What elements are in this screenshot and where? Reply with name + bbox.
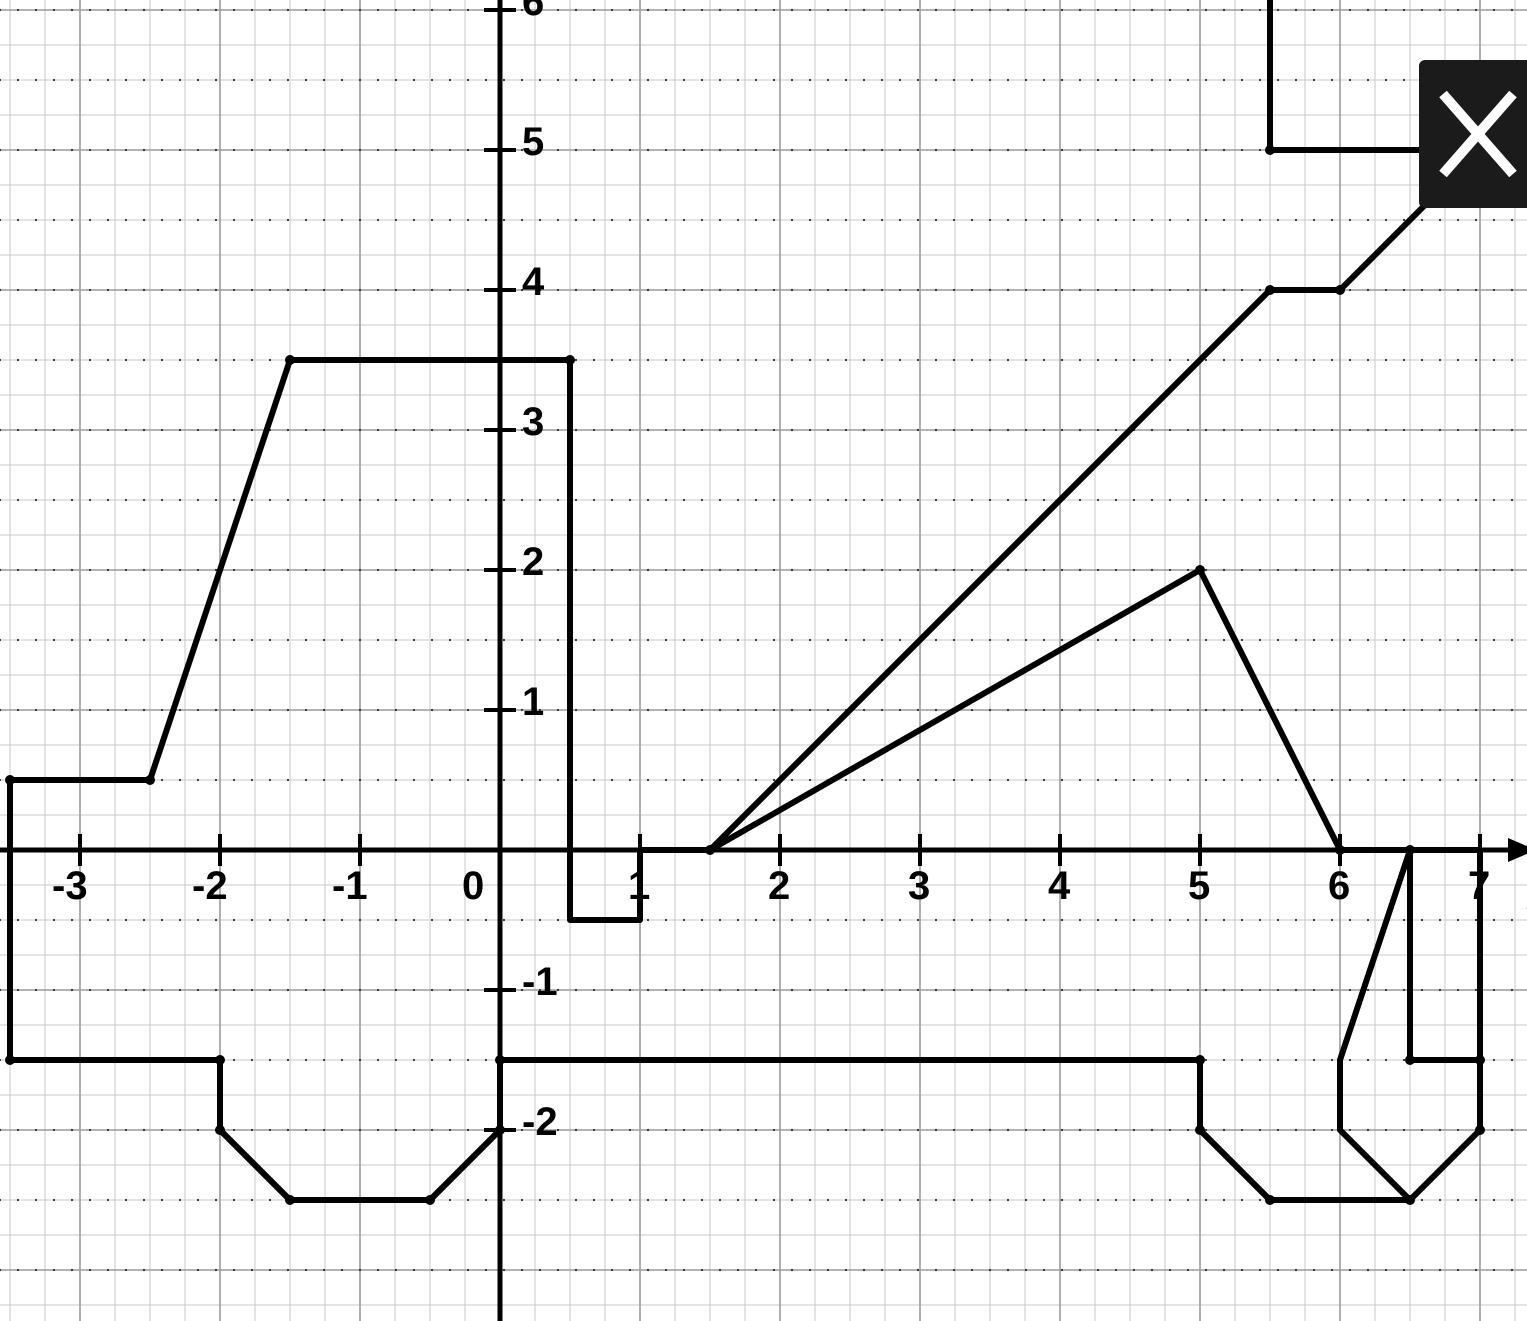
x-tick-6: 6: [1328, 864, 1350, 909]
y-tick-4: 4: [522, 260, 544, 305]
publisher-emblem: [1419, 60, 1527, 208]
grid-major: [0, 0, 1527, 1321]
y-tick-1: 1: [522, 680, 544, 725]
y-tick-6: 6: [522, 0, 544, 25]
x-tick--2: -2: [192, 864, 228, 909]
y-tick-3: 3: [522, 400, 544, 445]
grid-minor: [0, 0, 1527, 1321]
figure-canvas: -3-2-11234567-2-112345670xy: [0, 0, 1527, 1321]
y-tick-5: 5: [522, 120, 544, 165]
x-tick-5: 5: [1188, 864, 1210, 909]
x-tick-3: 3: [908, 864, 930, 909]
vertex-dots: [5, 0, 1527, 1205]
plot-svg: [0, 0, 1527, 1321]
axes: [0, 0, 1527, 1321]
x-tick-1: 1: [628, 864, 650, 909]
origin-label: 0: [462, 864, 484, 909]
x-tick-2: 2: [768, 864, 790, 909]
x-tick--3: -3: [52, 864, 88, 909]
drawn-shapes: [10, 0, 1527, 1200]
y-tick--1: -1: [522, 960, 558, 1005]
x-tick-4: 4: [1048, 864, 1070, 909]
x-tick--1: -1: [332, 864, 368, 909]
grid-dot-rows: [0, 0, 1513, 1271]
x-tick-7: 7: [1468, 864, 1490, 909]
y-tick--2: -2: [522, 1100, 558, 1145]
y-tick-2: 2: [522, 540, 544, 585]
